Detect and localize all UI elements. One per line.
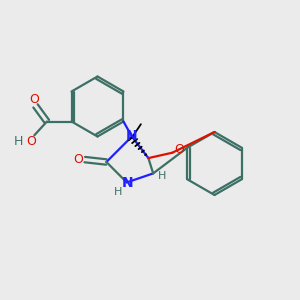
Text: O: O (174, 143, 184, 156)
Text: H: H (14, 135, 23, 148)
Text: H: H (114, 187, 123, 197)
Text: N: N (126, 130, 138, 143)
Text: O: O (73, 153, 83, 166)
Text: N: N (122, 176, 133, 190)
Text: H: H (158, 171, 166, 182)
Text: O: O (29, 93, 39, 106)
Text: O: O (26, 135, 36, 148)
